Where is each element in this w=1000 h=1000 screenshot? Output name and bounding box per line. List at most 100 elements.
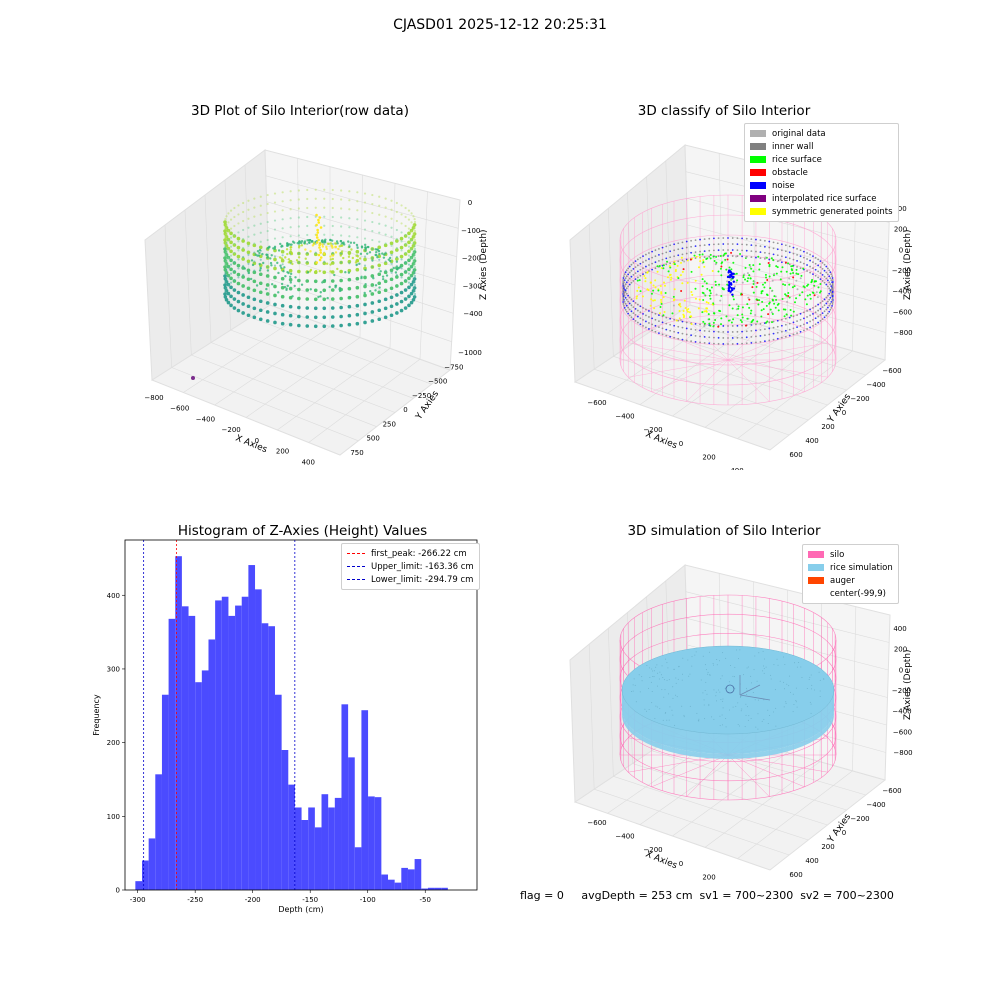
rice-sim-point [808, 678, 810, 680]
wall-point [306, 260, 309, 264]
wall-point [829, 277, 832, 280]
surface-point [324, 238, 327, 241]
classified-point [766, 294, 769, 297]
grid-line [670, 317, 866, 376]
rice-sim-point [779, 680, 781, 682]
rice-sim-point [795, 700, 797, 702]
rice-sim-point [716, 664, 718, 666]
surface-point [374, 289, 377, 292]
rice-sim-point [702, 655, 704, 657]
wall-point [796, 259, 798, 262]
classified-point [755, 298, 758, 301]
classified-point [795, 279, 798, 282]
wall-point [831, 303, 834, 305]
surface-point [321, 239, 324, 242]
wall-point [703, 329, 706, 332]
rice-sim-point [811, 688, 813, 690]
surface-point [278, 256, 282, 259]
classified-point [797, 273, 800, 276]
rice-sim-point [722, 700, 724, 702]
wall-point [410, 221, 413, 224]
rice-sim-point [734, 687, 736, 689]
classified-point [749, 265, 752, 268]
wall-point [258, 299, 263, 304]
classified-point [682, 316, 685, 319]
wall-point [772, 241, 775, 244]
wall-point [685, 327, 688, 330]
wall-point [348, 235, 351, 238]
wall-point [806, 328, 808, 330]
legend-swatch [808, 551, 824, 558]
wall-point [642, 312, 644, 315]
classified-point [709, 292, 712, 295]
wall-point [717, 330, 720, 333]
radial-line [651, 359, 729, 393]
wall-point [780, 255, 783, 258]
wall-point [265, 301, 270, 305]
wall-point [630, 281, 633, 284]
wall-point [377, 272, 382, 277]
wall-point [669, 250, 672, 253]
classified-point [771, 279, 774, 282]
wall-point [731, 343, 734, 345]
surface-point [327, 242, 330, 246]
wall-point [224, 263, 227, 266]
wall-point [772, 326, 775, 329]
surface-point [374, 284, 378, 287]
wall-point [226, 300, 231, 305]
histogram-bar [161, 694, 169, 890]
rice-sim-point [722, 724, 724, 726]
wall-point [322, 288, 327, 293]
wall-point [247, 226, 250, 229]
rice-sim-point [681, 705, 683, 707]
wall-point [799, 312, 802, 315]
surface-point [289, 272, 293, 276]
classified-point [806, 284, 809, 287]
wall-point [356, 218, 359, 221]
wall-point [281, 254, 284, 257]
wall-point [410, 248, 413, 251]
classified-point [706, 287, 709, 290]
wall-point [281, 200, 284, 203]
z-tick-label: −800 [893, 749, 912, 757]
surface-point [325, 245, 328, 249]
wall-point [755, 256, 757, 259]
surface-point [378, 252, 381, 256]
classified-point [770, 289, 773, 292]
surface-point [285, 287, 288, 290]
wall-point [799, 249, 802, 252]
classified-point [709, 289, 712, 292]
classified-point [786, 300, 789, 303]
classified-point [779, 258, 782, 261]
wall-point [630, 275, 633, 278]
wall-point [242, 237, 245, 241]
wall-point [717, 249, 720, 252]
wall-point [829, 283, 832, 286]
rice-sim-point [671, 709, 673, 711]
rice-sim-point [707, 671, 709, 673]
wall-point [755, 250, 757, 253]
classified-point [773, 295, 776, 298]
z-tick-label: −200 [892, 687, 911, 695]
wall-point [625, 281, 628, 284]
rice-sim-point [753, 669, 755, 671]
y-tick-label: −200 [850, 395, 869, 403]
rice-sim-point [688, 675, 690, 677]
wall-point [630, 316, 633, 319]
wall-point [645, 271, 647, 274]
wall-point [390, 271, 393, 274]
wall-point [622, 301, 625, 303]
classified-point [767, 313, 770, 316]
rice-sim-point [763, 699, 765, 701]
wall-point [796, 253, 798, 256]
classified-point [765, 304, 768, 307]
rice-sim-point [750, 718, 752, 720]
classified-point [664, 291, 667, 294]
surface-point [266, 269, 270, 272]
surface-point [311, 244, 315, 247]
classified-point [718, 309, 721, 312]
wall-point [297, 189, 300, 192]
wall-point [780, 249, 783, 252]
classified-point [746, 280, 749, 283]
wall-point [780, 261, 783, 264]
